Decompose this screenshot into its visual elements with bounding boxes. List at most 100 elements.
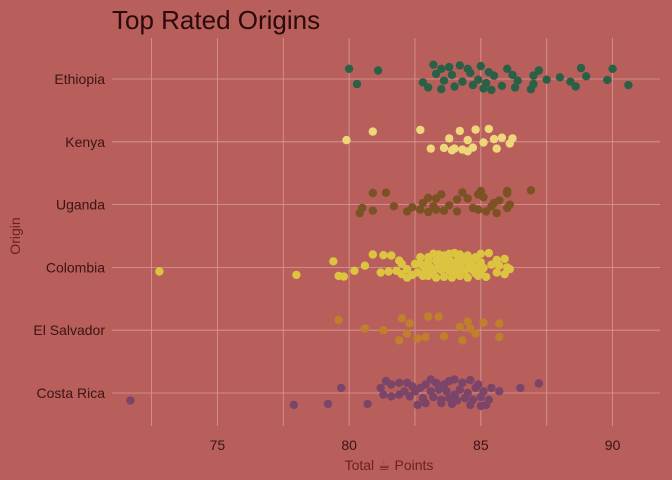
data-point	[481, 400, 491, 410]
data-point	[476, 61, 485, 71]
data-point	[421, 332, 430, 342]
data-point	[471, 383, 480, 393]
data-point	[387, 392, 396, 401]
data-point	[442, 259, 451, 268]
data-point	[463, 135, 472, 145]
data-point	[571, 82, 580, 91]
data-point	[608, 64, 617, 74]
data-point	[463, 273, 472, 282]
data-point	[452, 195, 462, 204]
data-point	[416, 253, 425, 262]
data-point	[416, 259, 425, 268]
data-point	[484, 248, 493, 258]
data-point	[500, 254, 509, 264]
data-point	[503, 263, 512, 272]
data-point	[400, 387, 409, 396]
data-point	[481, 272, 491, 282]
data-point	[513, 76, 522, 85]
data-point	[460, 393, 470, 403]
data-point	[445, 62, 454, 72]
data-point	[503, 64, 512, 74]
data-point	[542, 75, 551, 84]
data-point	[437, 265, 446, 275]
data-point	[431, 205, 441, 214]
data-point	[387, 380, 396, 389]
data-point	[479, 192, 488, 202]
y-tick-label: Costa Rica	[37, 385, 106, 401]
data-point	[455, 385, 464, 394]
data-point	[455, 126, 464, 136]
data-point	[603, 75, 612, 85]
data-point	[466, 400, 475, 410]
data-point	[476, 392, 485, 402]
data-point	[503, 189, 512, 198]
data-point	[458, 378, 467, 387]
y-axis-title: Origin	[7, 217, 23, 254]
data-point	[126, 396, 135, 405]
data-point	[487, 383, 496, 393]
data-point	[389, 202, 399, 211]
y-tick-label: Colombia	[46, 259, 105, 275]
data-point	[489, 71, 499, 80]
data-point	[381, 188, 391, 197]
data-point	[395, 378, 404, 387]
data-point	[437, 85, 446, 94]
data-point	[384, 267, 393, 276]
data-point	[418, 78, 428, 87]
data-point	[447, 70, 457, 80]
data-point	[576, 63, 586, 73]
data-point	[450, 260, 459, 269]
data-point	[479, 84, 488, 93]
data-point	[458, 253, 467, 262]
data-point	[368, 250, 377, 259]
data-point	[474, 75, 483, 84]
data-point	[344, 64, 354, 74]
data-point	[431, 69, 441, 79]
data-point	[424, 207, 433, 217]
data-point	[424, 193, 433, 202]
data-point	[503, 203, 512, 213]
data-point	[431, 194, 441, 203]
data-point	[500, 270, 509, 279]
data-point	[495, 261, 504, 270]
data-point	[352, 79, 362, 89]
x-tick-label: 80	[341, 437, 357, 453]
x-tick-label: 90	[605, 437, 621, 453]
data-point	[492, 144, 501, 153]
data-point	[492, 208, 501, 218]
data-point	[405, 319, 414, 328]
data-point	[416, 205, 425, 214]
data-point	[463, 147, 472, 156]
data-point	[471, 329, 480, 338]
data-point	[424, 83, 433, 92]
data-point	[466, 375, 475, 385]
data-point	[439, 272, 449, 282]
data-point	[421, 264, 430, 274]
data-point	[489, 134, 499, 144]
y-tick-labels: Ethiopia Kenya Uganda Colombia El Salvador Co…	[33, 71, 105, 401]
data-point	[342, 135, 351, 145]
data-point	[426, 144, 435, 153]
y-tick-label: Ethiopia	[54, 71, 105, 87]
data-point	[434, 312, 443, 321]
data-point	[479, 318, 488, 327]
data-point	[402, 329, 412, 338]
data-point	[582, 72, 591, 81]
data-point	[466, 324, 475, 333]
x-tick-label: 75	[210, 437, 226, 453]
data-point	[339, 272, 348, 281]
data-point	[526, 85, 536, 94]
data-point	[334, 315, 343, 325]
data-point	[387, 251, 396, 260]
data-point	[466, 68, 475, 78]
data-point	[447, 146, 457, 155]
data-point	[360, 261, 370, 270]
data-point	[429, 392, 438, 402]
data-point	[458, 188, 467, 197]
data-point	[368, 206, 377, 215]
grid-lines	[112, 38, 660, 426]
data-point	[413, 334, 422, 343]
data-point	[497, 133, 507, 142]
data-point	[466, 259, 475, 269]
data-point	[413, 400, 422, 410]
